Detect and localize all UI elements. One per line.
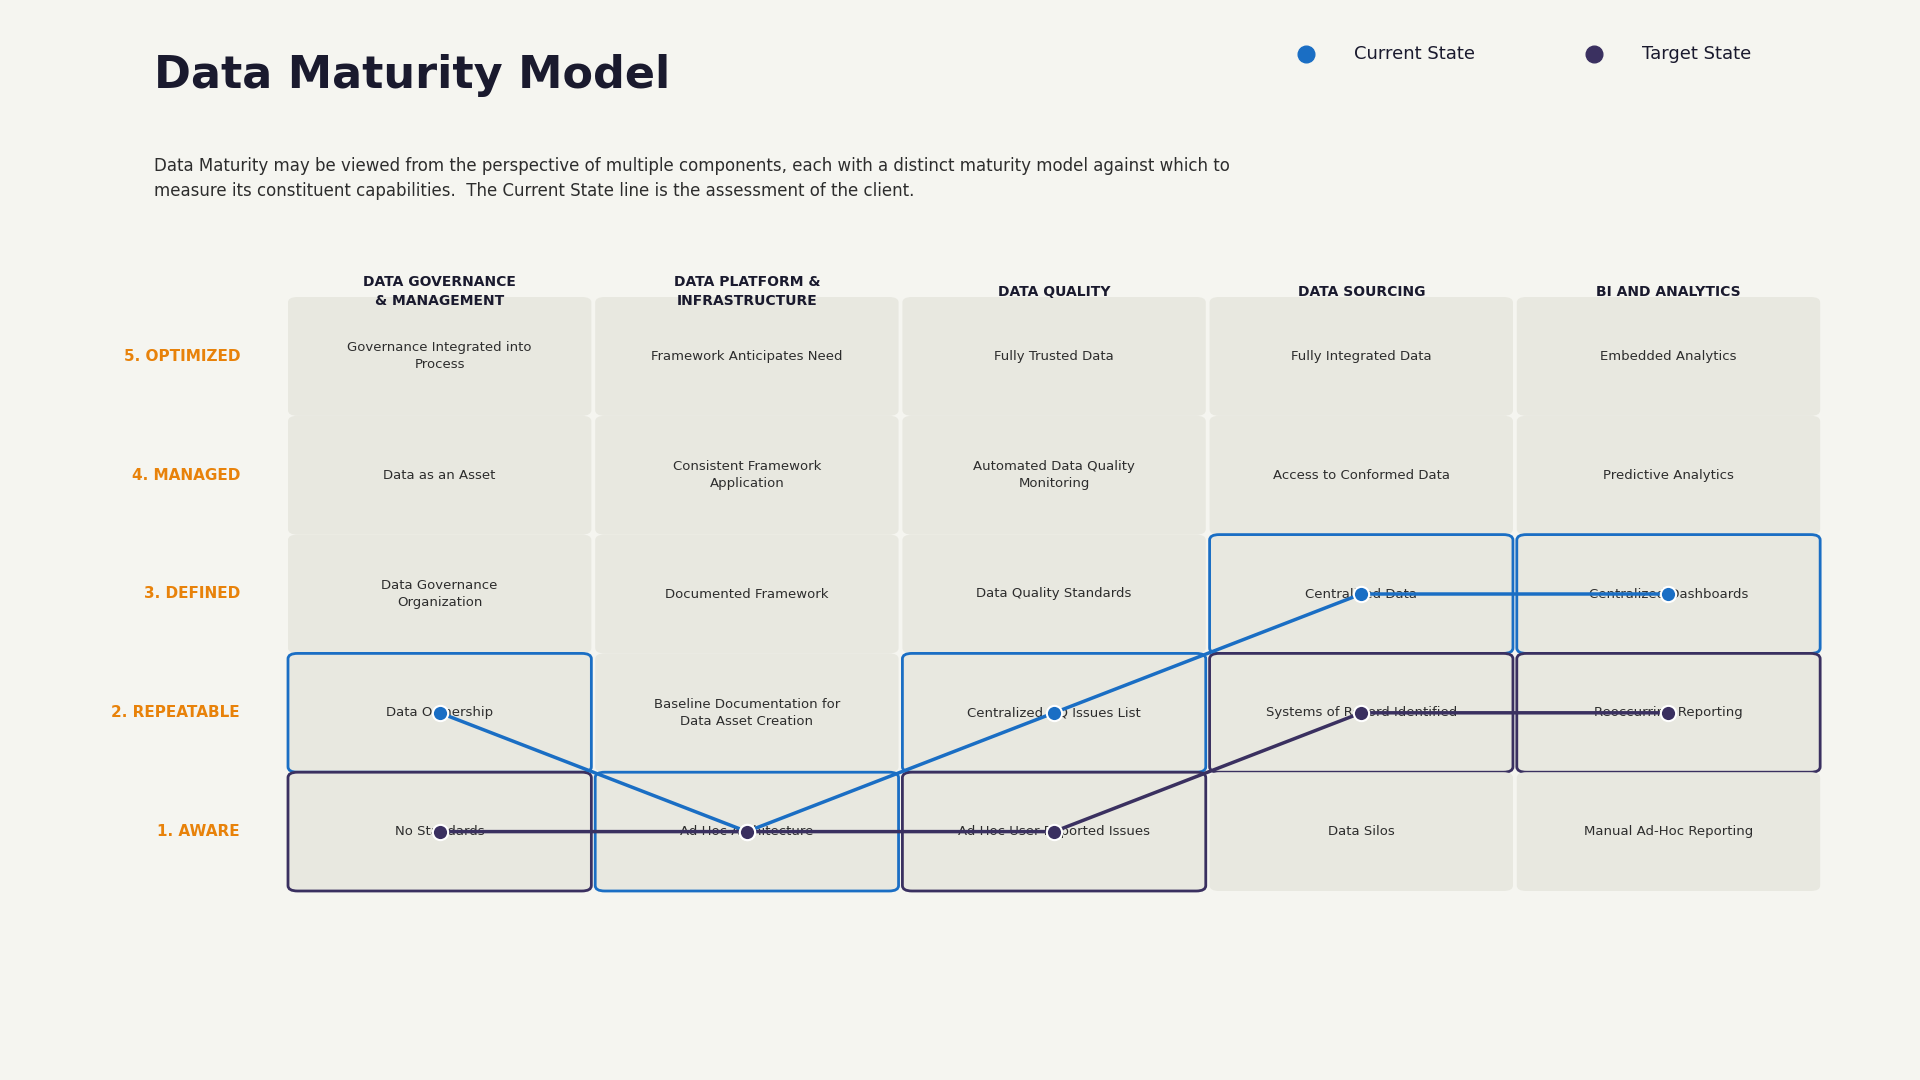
Text: DATA QUALITY: DATA QUALITY <box>998 285 1110 298</box>
FancyBboxPatch shape <box>902 297 1206 416</box>
Text: 2. REPEATABLE: 2. REPEATABLE <box>111 705 240 720</box>
Text: Fully Trusted Data: Fully Trusted Data <box>995 350 1114 363</box>
FancyBboxPatch shape <box>1517 535 1820 653</box>
Text: Target State: Target State <box>1642 45 1751 63</box>
Text: Data Maturity may be viewed from the perspective of multiple components, each wi: Data Maturity may be viewed from the per… <box>154 157 1229 200</box>
FancyBboxPatch shape <box>595 297 899 416</box>
Text: 1. AWARE: 1. AWARE <box>157 824 240 839</box>
Text: Data Quality Standards: Data Quality Standards <box>977 588 1131 600</box>
FancyBboxPatch shape <box>1210 416 1513 535</box>
FancyBboxPatch shape <box>1210 653 1513 772</box>
FancyBboxPatch shape <box>902 772 1206 891</box>
Text: DATA SOURCING: DATA SOURCING <box>1298 285 1425 298</box>
FancyBboxPatch shape <box>595 772 899 891</box>
FancyBboxPatch shape <box>1210 772 1513 891</box>
Text: Framework Anticipates Need: Framework Anticipates Need <box>651 350 843 363</box>
FancyBboxPatch shape <box>288 772 591 891</box>
Text: Reoccurring Reporting: Reoccurring Reporting <box>1594 706 1743 719</box>
Text: Data as an Asset: Data as an Asset <box>384 469 495 482</box>
Text: No Standards: No Standards <box>396 825 484 838</box>
Text: Documented Framework: Documented Framework <box>664 588 829 600</box>
Text: Centralized Data: Centralized Data <box>1306 588 1417 600</box>
Text: Data Ownership: Data Ownership <box>386 706 493 719</box>
FancyBboxPatch shape <box>902 653 1206 772</box>
Text: Centralized Dashboards: Centralized Dashboards <box>1588 588 1749 600</box>
FancyBboxPatch shape <box>288 416 591 535</box>
FancyBboxPatch shape <box>1517 416 1820 535</box>
FancyBboxPatch shape <box>595 653 899 772</box>
Text: Ad Hoc User Reported Issues: Ad Hoc User Reported Issues <box>958 825 1150 838</box>
Text: Data Maturity Model: Data Maturity Model <box>154 54 670 97</box>
Text: BI AND ANALYTICS: BI AND ANALYTICS <box>1596 285 1741 298</box>
Text: DATA GOVERNANCE
& MANAGEMENT: DATA GOVERNANCE & MANAGEMENT <box>363 275 516 308</box>
FancyBboxPatch shape <box>902 416 1206 535</box>
Text: Access to Conformed Data: Access to Conformed Data <box>1273 469 1450 482</box>
Text: Predictive Analytics: Predictive Analytics <box>1603 469 1734 482</box>
FancyBboxPatch shape <box>1517 297 1820 416</box>
Text: 3. DEFINED: 3. DEFINED <box>144 586 240 602</box>
FancyBboxPatch shape <box>902 535 1206 653</box>
FancyBboxPatch shape <box>1517 653 1820 772</box>
Text: Baseline Documentation for
Data Asset Creation: Baseline Documentation for Data Asset Cr… <box>653 698 841 728</box>
FancyBboxPatch shape <box>595 416 899 535</box>
Text: DATA PLATFORM &
INFRASTRUCTURE: DATA PLATFORM & INFRASTRUCTURE <box>674 275 820 308</box>
Text: Data Governance
Organization: Data Governance Organization <box>382 579 497 609</box>
Text: Governance Integrated into
Process: Governance Integrated into Process <box>348 341 532 372</box>
FancyBboxPatch shape <box>288 297 591 416</box>
Text: Automated Data Quality
Monitoring: Automated Data Quality Monitoring <box>973 460 1135 490</box>
Text: Consistent Framework
Application: Consistent Framework Application <box>672 460 822 490</box>
FancyBboxPatch shape <box>288 535 591 653</box>
Text: Systems of Record Identified: Systems of Record Identified <box>1265 706 1457 719</box>
Text: Manual Ad-Hoc Reporting: Manual Ad-Hoc Reporting <box>1584 825 1753 838</box>
FancyBboxPatch shape <box>1517 772 1820 891</box>
Text: 5. OPTIMIZED: 5. OPTIMIZED <box>123 349 240 364</box>
FancyBboxPatch shape <box>595 535 899 653</box>
Text: Centralized DQ Issues List: Centralized DQ Issues List <box>968 706 1140 719</box>
Text: Data Silos: Data Silos <box>1329 825 1394 838</box>
FancyBboxPatch shape <box>1210 535 1513 653</box>
Text: Current State: Current State <box>1354 45 1475 63</box>
Text: Fully Integrated Data: Fully Integrated Data <box>1290 350 1432 363</box>
Text: Ad Hoc Architecture: Ad Hoc Architecture <box>680 825 814 838</box>
Text: Embedded Analytics: Embedded Analytics <box>1599 350 1738 363</box>
FancyBboxPatch shape <box>288 653 591 772</box>
Text: 4. MANAGED: 4. MANAGED <box>132 468 240 483</box>
FancyBboxPatch shape <box>1210 297 1513 416</box>
